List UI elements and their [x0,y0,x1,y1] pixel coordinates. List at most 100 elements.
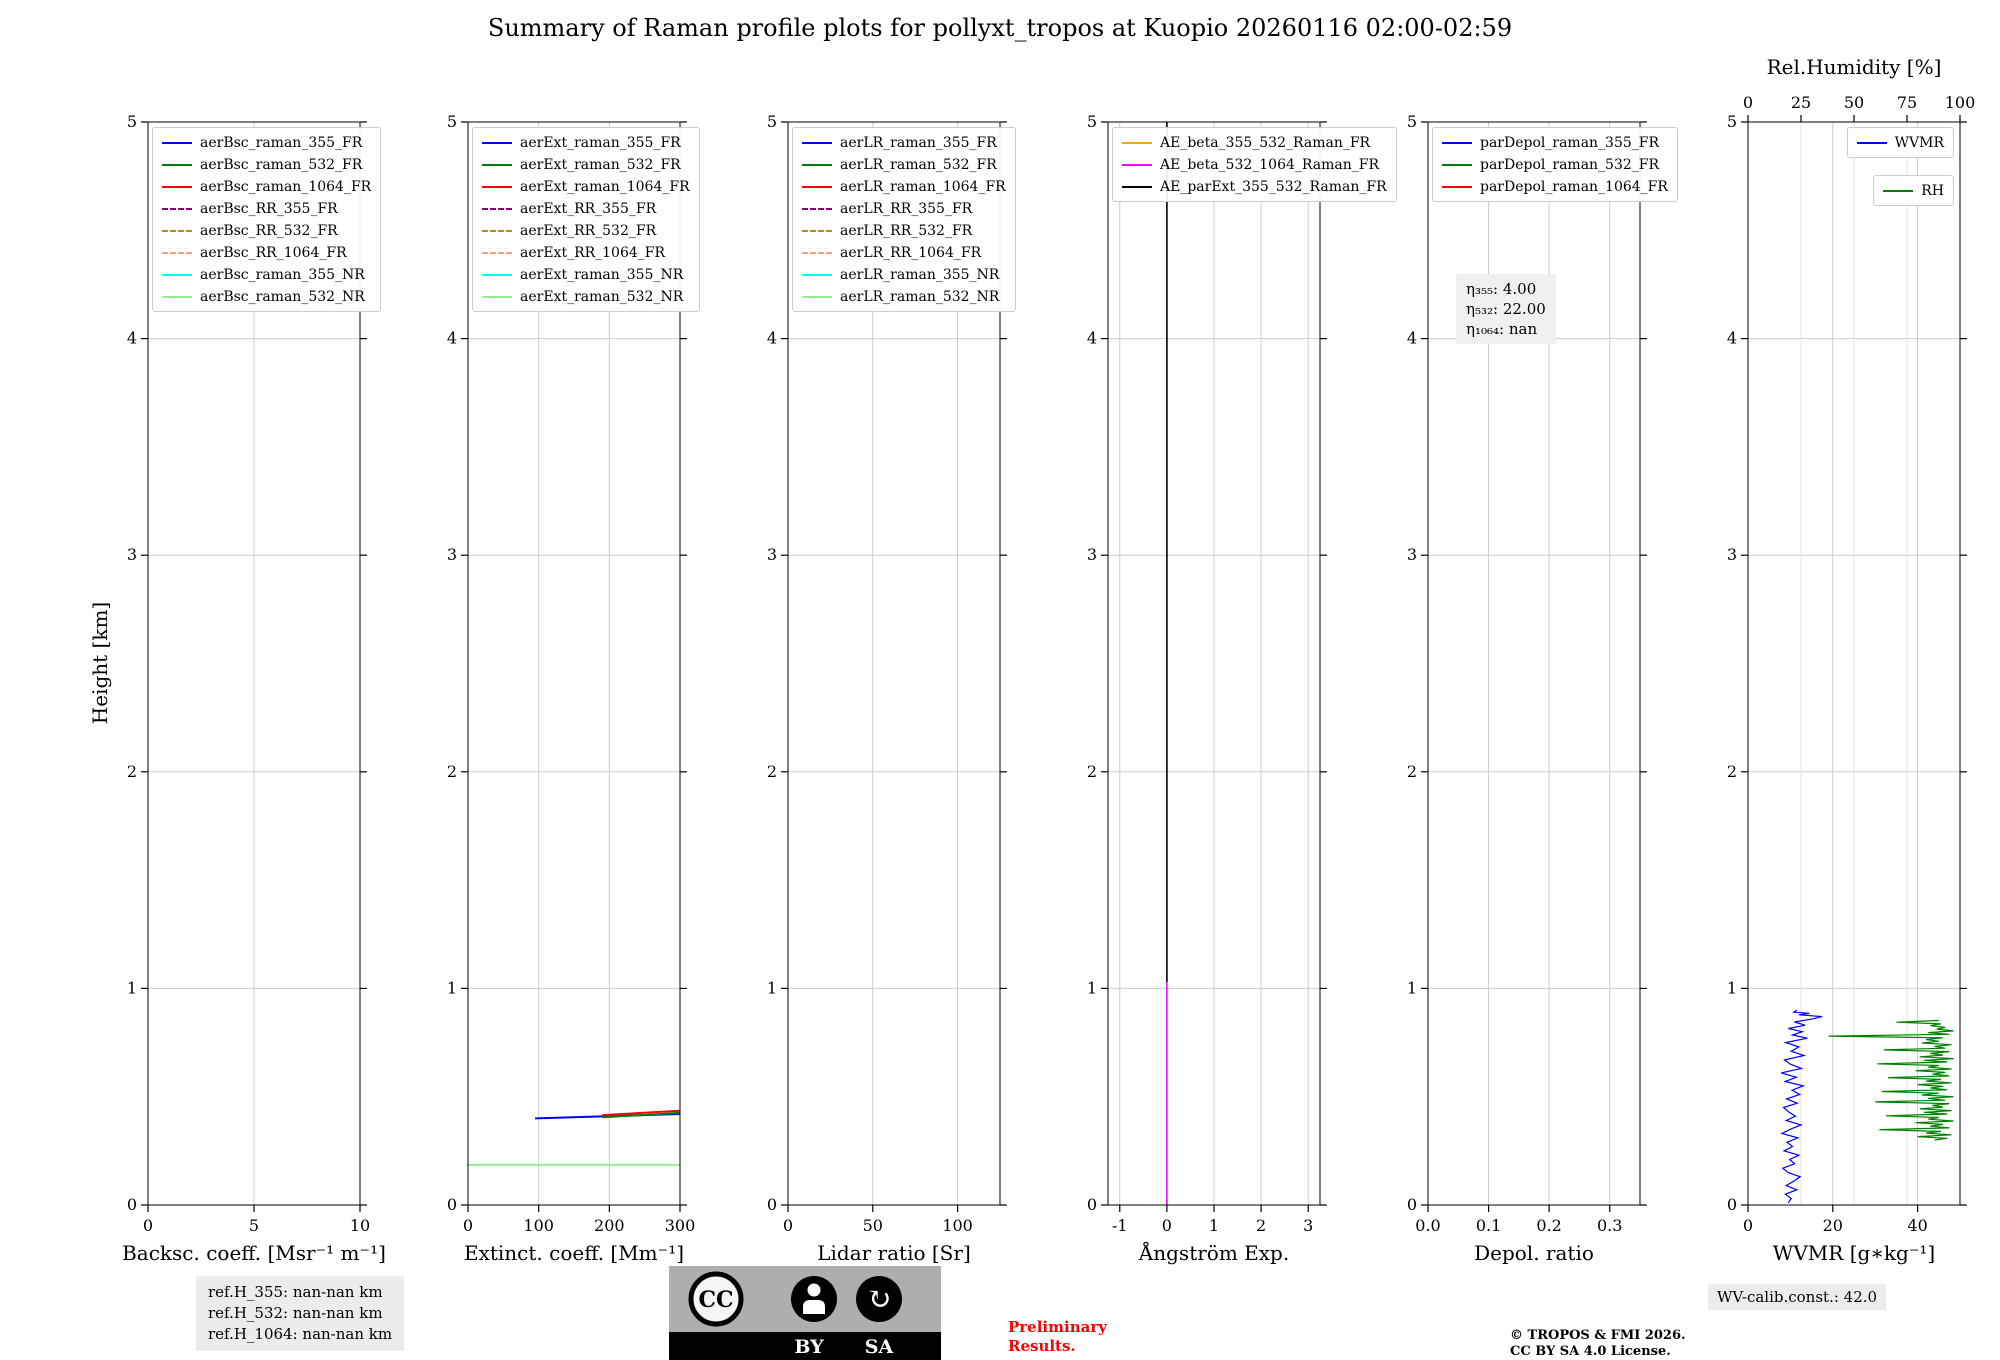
series-aerExt_raman_1064_FR [602,1109,681,1117]
legend-line-sample [162,295,192,298]
legend-line-sample [1883,189,1914,192]
axes-frame [467,121,681,1206]
y-tick-label: 2 [447,762,457,781]
legend-line-sample [802,251,832,254]
x-tick-label: 20 [1823,1216,1843,1235]
legend-line-sample [482,163,512,166]
legend-label: aerBsc_RR_355_FR [200,200,338,217]
legend-entry: AE_beta_532_1064_Raman_FR [1122,155,1387,174]
legend-entry: aerExt_RR_1064_FR [482,243,690,262]
top-tick-label: 75 [1897,93,1917,112]
legend-line-sample [1122,163,1152,166]
legend: parDepol_raman_355_FR parDepol_raman_532_… [1432,127,1678,202]
legend-label: aerLR_raman_532_NR [840,288,1000,305]
legend-entry: AE_beta_355_532_Raman_FR [1122,133,1387,152]
legend-entry: AE_parExt_355_532_Raman_FR [1122,177,1387,196]
y-tick-label: 1 [767,978,777,997]
legend-label: aerExt_raman_1064_FR [520,178,690,195]
legend-label: WVMR [1894,134,1944,151]
x-tick-label: 0.1 [1476,1216,1501,1235]
legend-line-sample [1442,185,1472,188]
x-tick-label: 0 [1743,1216,1753,1235]
legend-entry: parDepol_raman_1064_FR [1442,177,1668,196]
x-tick-label: 3 [1303,1216,1313,1235]
legend: aerLR_raman_355_FR aerLR_raman_532_FR aerL… [792,127,1016,312]
x-tick-label: 100 [523,1216,554,1235]
legend-line-sample [482,229,512,232]
legend-label: aerBsc_raman_355_FR [200,134,363,151]
legend-line-sample [1122,141,1152,144]
legend-label: aerExt_RR_355_FR [520,200,657,217]
legend-label: aerExt_RR_532_FR [520,222,657,239]
legend-line-sample [1122,185,1152,188]
attribution-icon [791,1276,837,1322]
eta-annotation: η₃₅₅: 4.00 η₅₃₂: 22.00 η₁₀₆₄: nan [1456,274,1556,344]
x-tick-label: 50 [863,1216,883,1235]
legend-line-sample [162,185,192,188]
x-tick-label: 100 [942,1216,973,1235]
share-alike-icon: ↻ [856,1276,902,1322]
x-tick-label: 1 [1209,1216,1219,1235]
legend-label: aerLR_RR_355_FR [840,200,973,217]
legend-label: aerLR_raman_355_FR [840,134,997,151]
series-aerExt_raman_532_FR [602,1111,681,1119]
y-tick-label: 1 [447,978,457,997]
legend-line-sample [802,141,832,144]
legend-line-sample [802,163,832,166]
y-tick-label: 5 [1407,112,1417,131]
legend-label: aerExt_raman_532_NR [520,288,684,305]
legend-entry: aerExt_raman_355_FR [482,133,690,152]
y-tick-label: 5 [1087,112,1097,131]
x-tick-label: 0 [1162,1216,1172,1235]
legend-entry: aerBsc_RR_1064_FR [162,243,371,262]
legend-line-sample [482,295,512,298]
legend-entry: aerExt_raman_1064_FR [482,177,690,196]
legend-label: aerLR_RR_532_FR [840,222,973,239]
legend: RH [1873,175,1954,206]
legend-label: aerLR_raman_1064_FR [840,178,1006,195]
legend-label: RH [1921,182,1944,199]
legend-label: aerExt_raman_355_NR [520,266,684,283]
y-tick-label: 3 [1727,545,1737,564]
y-tick-label: 3 [767,545,777,564]
y-tick-label: 2 [1407,762,1417,781]
y-tick-label: 1 [1087,978,1097,997]
y-tick-label: 0 [127,1195,137,1214]
y-tick-label: 0 [447,1195,457,1214]
legend-entry: aerLR_raman_532_FR [802,155,1006,174]
series-WVMR [1780,1009,1823,1204]
legend-entry: aerLR_RR_1064_FR [802,243,1006,262]
y-tick-label: 3 [1087,545,1097,564]
y-tick-label: 4 [1087,329,1097,348]
y-tick-label: 4 [447,329,457,348]
legend-entry: aerLR_raman_1064_FR [802,177,1006,196]
y-tick-label: 0 [1407,1195,1417,1214]
x-tick-label: 0.2 [1536,1216,1561,1235]
preliminary-line-1: Preliminary [1008,1318,1107,1336]
y-tick-label: 0 [1727,1195,1737,1214]
legend-label: aerExt_raman_355_FR [520,134,681,151]
x-tick-label: 200 [594,1216,625,1235]
legend-entry: aerBsc_raman_532_FR [162,155,371,174]
ref-height-box: ref.H_355: nan-nan km ref.H_532: nan-nan… [196,1276,405,1351]
legend-line-sample [482,141,512,144]
legend-line-sample [802,273,832,276]
legend-entry: aerBsc_raman_355_NR [162,265,371,284]
annotation-line: η₅₃₂: 22.00 [1466,300,1546,318]
y-tick-label: 5 [127,112,137,131]
legend-label: aerBsc_raman_1064_FR [200,178,372,195]
y-tick-label: 4 [1407,329,1417,348]
x-axis-label: Backsc. coeff. [Msr⁻¹ m⁻¹] [122,1241,386,1265]
legend-line-sample [162,273,192,276]
legend-label: aerBsc_raman_532_NR [200,288,365,305]
y-tick-label: 3 [1407,545,1417,564]
y-tick-label: 5 [767,112,777,131]
legend-entry: aerBsc_raman_355_FR [162,133,371,152]
badge-footer-band [669,1332,941,1360]
x-axis-label: Extinct. coeff. [Mm⁻¹] [464,1241,684,1265]
legend: AE_beta_355_532_Raman_FR AE_beta_532_1064… [1112,127,1397,202]
legend-entry: aerBsc_raman_532_NR [162,287,371,306]
legend-label: aerBsc_raman_532_FR [200,156,363,173]
